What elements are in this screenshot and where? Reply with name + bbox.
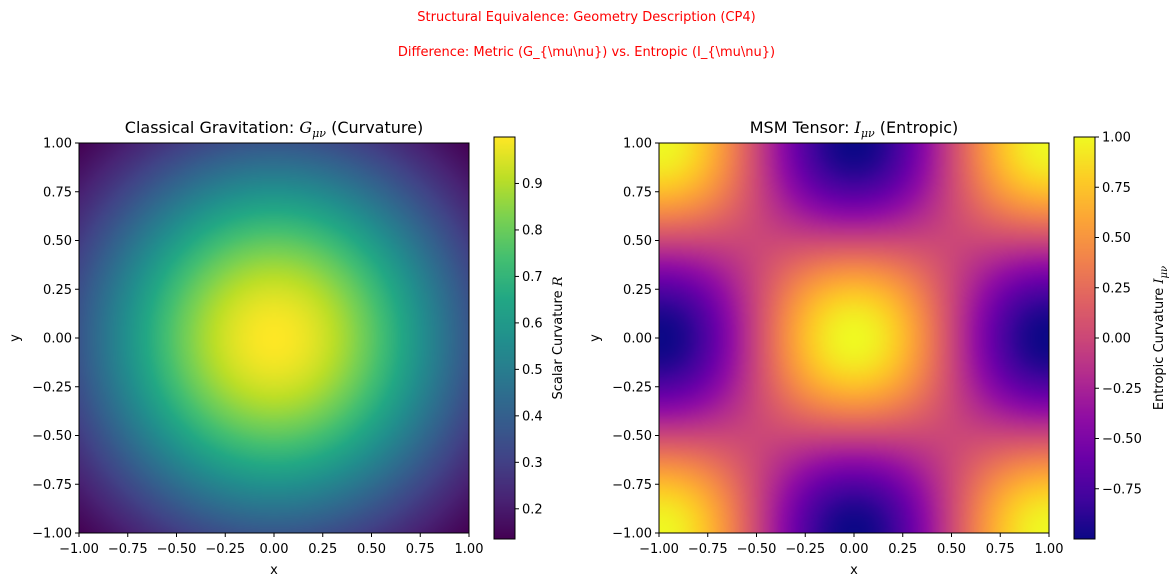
x-tick-label: −0.25 [205, 542, 245, 557]
colorbar-tick-label: 0.00 [1102, 332, 1131, 347]
colorbar-tick-label: 0.8 [522, 223, 543, 238]
x-tick-label: −0.25 [785, 542, 825, 557]
right-colorbar-label: Entropic Curvature Iμν [1152, 266, 1170, 410]
figure-suptitle-line1: Structural Equivalence: Geometry Descrip… [417, 10, 756, 25]
colorbar-tick-label: 0.3 [522, 456, 543, 471]
y-tick-label: 0.50 [43, 234, 72, 249]
x-tick-label: 0.00 [260, 542, 289, 557]
x-tick-label: 0.50 [357, 542, 386, 557]
x-tick-label: 0.75 [986, 542, 1015, 557]
y-tick-label: 0.50 [623, 234, 652, 249]
left-panel-title: Classical Gravitation: Gμν (Curvature) [125, 118, 423, 140]
y-tick-label: −1.00 [612, 527, 652, 542]
colorbar-tick-label: 0.25 [1102, 281, 1131, 296]
x-tick-label: 0.25 [308, 542, 337, 557]
left-heatmap-image [79, 143, 469, 533]
y-tick-label: 0.75 [623, 185, 652, 200]
y-tick-label: −1.00 [32, 527, 72, 542]
left-y-ticks: −1.00 −0.75 −0.50 −0.25 0.00 0.25 0.50 0.75 1.00 [32, 137, 79, 542]
right-x-axis-label: x [850, 563, 858, 578]
left-panel: Classical Gravitation: Gμν (Curvature) −… [8, 118, 566, 578]
y-tick-label: 1.00 [623, 137, 652, 152]
x-tick-label: −0.50 [737, 542, 777, 557]
x-tick-label: −0.50 [157, 542, 197, 557]
x-tick-label: −0.75 [688, 542, 728, 557]
y-tick-label: 0.75 [43, 185, 72, 200]
figure-suptitle-line2: Difference: Metric (G_{\mu\nu}) vs. Entr… [397, 45, 776, 60]
x-tick-label: −1.00 [639, 542, 679, 557]
y-tick-label: 0.00 [43, 332, 72, 347]
colorbar-tick-label: 0.4 [522, 409, 543, 424]
y-tick-label: −0.75 [32, 478, 72, 493]
left-x-ticks: −1.00 −0.75 −0.50 −0.25 0.00 0.25 0.50 0.75 1.00 [59, 533, 483, 557]
colorbar-tick-label: 0.6 [522, 316, 543, 331]
y-tick-label: 1.00 [43, 137, 72, 152]
left-x-axis-label: x [270, 563, 278, 578]
x-tick-label: 0.00 [840, 542, 869, 557]
colorbar-tick-label: −0.50 [1102, 432, 1142, 447]
left-colorbar-label: Scalar Curvature R [551, 276, 566, 399]
x-tick-label: −0.75 [108, 542, 148, 557]
right-colorbar-ticks: −0.75 −0.50 −0.25 0.00 0.25 0.50 0.75 1.00 [1095, 131, 1142, 497]
right-y-axis-label: y [588, 334, 603, 342]
right-x-ticks: −1.00 −0.75 −0.50 −0.25 0.00 0.25 0.50 0.75 1.00 [639, 533, 1063, 557]
right-y-ticks: −1.00 −0.75 −0.50 −0.25 0.00 0.25 0.50 0.75 1.00 [612, 137, 659, 542]
right-colorbar-gradient [1074, 137, 1095, 539]
y-tick-label: 0.25 [623, 283, 652, 298]
x-tick-label: −1.00 [59, 542, 99, 557]
x-tick-label: 0.50 [937, 542, 966, 557]
x-tick-label: 1.00 [1035, 542, 1064, 557]
left-y-axis-label: y [8, 334, 23, 342]
y-tick-label: −0.25 [612, 380, 652, 395]
left-colorbar-ticks: 0.2 0.3 0.4 0.5 0.6 0.7 0.8 0.9 [515, 177, 543, 517]
x-tick-label: 0.75 [406, 542, 435, 557]
y-tick-label: −0.75 [612, 478, 652, 493]
right-panel: MSM Tensor: Iμν (Entropic) −1.00 −0.75 −0.… [588, 118, 1170, 578]
colorbar-tick-label: 0.50 [1102, 231, 1131, 246]
colorbar-tick-label: 1.00 [1102, 131, 1131, 146]
colorbar-tick-label: 0.7 [522, 270, 543, 285]
right-panel-title: MSM Tensor: Iμν (Entropic) [750, 118, 958, 140]
y-tick-label: −0.50 [612, 429, 652, 444]
y-tick-label: −0.25 [32, 380, 72, 395]
left-colorbar-gradient [494, 137, 515, 539]
x-tick-label: 1.00 [455, 542, 484, 557]
y-tick-label: −0.50 [32, 429, 72, 444]
left-colorbar-frame [493, 136, 516, 540]
colorbar-tick-label: 0.9 [522, 177, 543, 192]
colorbar-tick-label: −0.25 [1102, 382, 1142, 397]
right-heatmap-image [659, 143, 1049, 533]
colorbar-tick-label: −0.75 [1102, 482, 1142, 497]
y-tick-label: 0.00 [623, 332, 652, 347]
y-tick-label: 0.25 [43, 283, 72, 298]
colorbar-tick-label: 0.5 [522, 363, 543, 378]
colorbar-tick-label: 0.2 [522, 502, 543, 517]
x-tick-label: 0.25 [888, 542, 917, 557]
colorbar-tick-label: 0.75 [1102, 181, 1131, 196]
